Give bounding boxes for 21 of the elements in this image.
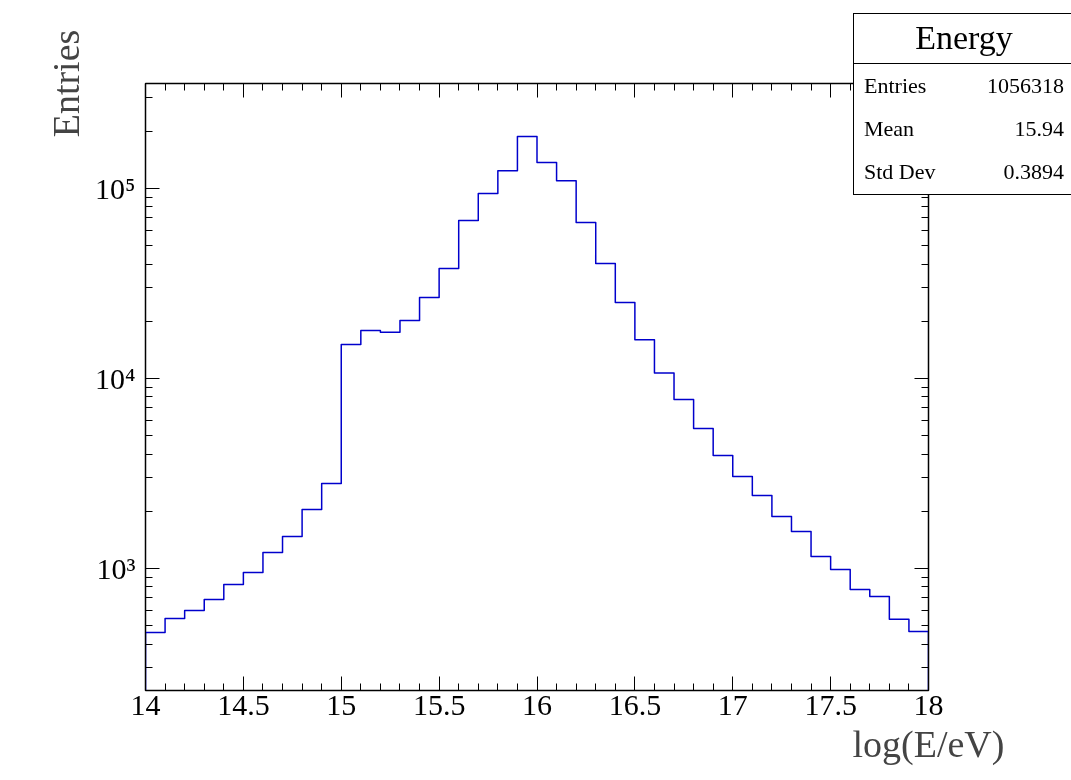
x-tick-label: 15: [326, 687, 357, 721]
annotation: Entries: [863, 71, 928, 100]
text: 15.94: [1013, 115, 1065, 143]
x-tick-label: 14: [130, 687, 161, 721]
annotation: Mean: [863, 115, 916, 143]
x-tick-label: 15.5: [412, 687, 466, 721]
x-tick-label: 16: [522, 687, 552, 721]
x-tick-label: 14.5: [217, 687, 270, 721]
text: 0.3894: [1002, 158, 1065, 187]
y-tick-label: 10⁴: [95, 362, 136, 396]
y-tick-label: 10³: [96, 552, 136, 586]
y-tick-label: 10⁵: [95, 172, 136, 206]
x-tick-label: 18: [913, 687, 944, 721]
text: Energy: [853, 13, 1071, 64]
annotation: Std Dev: [863, 158, 937, 187]
y-axis-title: Entries: [45, 29, 88, 138]
x-tick-label: 17.5: [804, 687, 857, 721]
x-tick-label: 16.5: [608, 687, 662, 721]
x-tick-label: 17: [717, 687, 748, 721]
text: 1056318: [986, 71, 1065, 100]
x-axis-title: log(E/eV): [852, 722, 1005, 766]
